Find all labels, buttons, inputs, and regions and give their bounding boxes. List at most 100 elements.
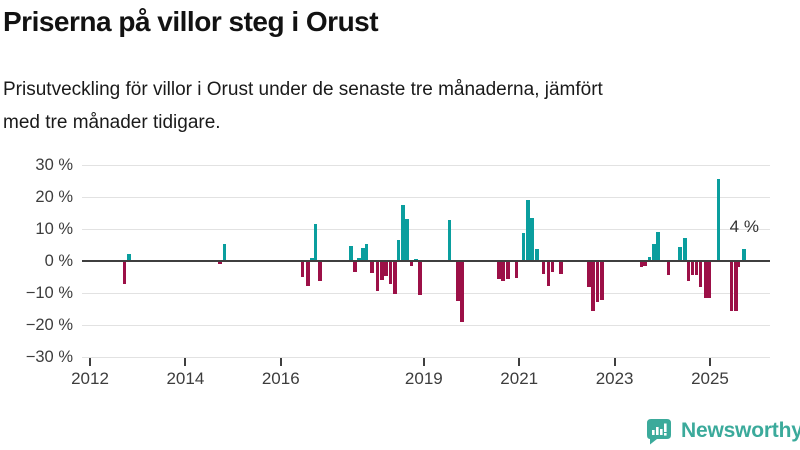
gridline	[82, 228, 770, 230]
y-axis-label: 30 %	[35, 156, 73, 174]
bar-positive	[405, 218, 409, 261]
bar-positive	[742, 248, 746, 261]
bar-negative	[666, 261, 671, 276]
bar-positive	[222, 244, 227, 261]
x-axis-tick	[89, 357, 91, 366]
bar-negative	[318, 261, 322, 282]
bar-positive	[127, 254, 131, 261]
bar-positive	[652, 244, 656, 261]
bar-negative	[550, 261, 555, 273]
bar-positive	[361, 247, 365, 261]
bar-negative	[501, 261, 505, 281]
bar-negative	[595, 261, 600, 302]
bar-positive	[647, 256, 652, 261]
bar-negative	[122, 261, 127, 284]
x-axis-tick	[613, 357, 616, 366]
bar-positive	[364, 244, 369, 261]
bar-negative	[698, 261, 703, 287]
x-axis-label: 2019	[404, 369, 443, 388]
bar-positive	[313, 223, 318, 261]
bar-positive	[349, 246, 353, 261]
bar-positive	[396, 239, 401, 261]
gridline	[82, 324, 770, 326]
x-axis-tick	[422, 357, 425, 366]
zero-baseline	[82, 259, 770, 263]
y-axis-label: 10 %	[35, 220, 73, 238]
gridline	[82, 196, 770, 198]
newsworthy-logo-icon	[647, 419, 671, 445]
page-title: Priserna på villor steg i Orust	[3, 6, 379, 37]
bar-negative	[546, 261, 551, 286]
x-axis-tick	[279, 357, 282, 366]
newsworthy-logo: Newsworthy	[645, 416, 800, 446]
bar-negative	[514, 261, 519, 278]
y-axis-label: −10 %	[25, 284, 73, 302]
bar-positive	[447, 219, 452, 261]
bar-negative	[541, 261, 546, 275]
bar-negative	[353, 261, 357, 273]
x-axis-label: 2014	[166, 369, 205, 388]
bar-negative	[591, 261, 595, 311]
y-axis-label: 20 %	[35, 188, 73, 206]
gridline	[82, 164, 770, 166]
bar-positive	[357, 257, 361, 261]
bar-negative	[409, 261, 414, 267]
bar-positive	[683, 238, 687, 261]
bar-negative	[375, 261, 380, 292]
newsworthy-logo-text: Newsworthy	[681, 419, 800, 442]
bar-negative	[734, 261, 738, 311]
bar-negative	[559, 261, 563, 275]
bar-negative	[497, 261, 501, 279]
bar-negative	[707, 261, 711, 298]
x-axis-label: 2012	[71, 369, 109, 388]
bar-negative	[736, 261, 741, 268]
gridline	[82, 356, 770, 358]
bar-negative	[300, 261, 304, 277]
bar-positive	[716, 179, 721, 261]
bar-negative	[306, 261, 310, 286]
bar-negative	[393, 261, 397, 294]
bar-positive	[526, 199, 530, 261]
x-axis-label: 2025	[691, 369, 729, 388]
bar-negative	[729, 261, 734, 311]
bar-negative	[643, 261, 647, 266]
x-axis-label: 2021	[500, 369, 539, 388]
bar-negative	[686, 261, 691, 281]
bar-negative	[384, 261, 388, 276]
y-axis-label: −20 %	[25, 316, 73, 334]
bar-negative	[694, 261, 699, 275]
x-axis-label: 2016	[261, 369, 300, 388]
x-axis-tick	[708, 357, 711, 366]
x-axis-tick	[184, 357, 187, 366]
chart-subtitle: Prisutveckling för villor i Orust under …	[3, 73, 793, 139]
bar-negative	[456, 261, 460, 301]
bar-negative	[460, 261, 464, 323]
subtitle-line-1: Prisutveckling för villor i Orust under …	[3, 79, 603, 100]
bar-positive	[535, 248, 539, 261]
bar-positive	[521, 232, 526, 261]
bar-negative	[703, 261, 707, 298]
subtitle-line-2: med tre månader tidigare.	[3, 112, 221, 133]
bar-negative	[218, 261, 222, 265]
bar-positive	[656, 231, 660, 261]
bar-negative	[380, 261, 384, 280]
y-axis-label: −30 %	[25, 348, 73, 366]
y-axis-label: 0 %	[44, 252, 73, 270]
x-axis-tick	[518, 357, 521, 366]
bar-positive	[678, 246, 682, 261]
bar-negative	[418, 261, 422, 295]
bar-positive	[310, 257, 314, 261]
bar-negative	[639, 261, 644, 268]
annotation: 4 %	[729, 217, 759, 237]
gridline	[82, 292, 770, 294]
bar-negative	[388, 261, 393, 284]
bar-negative	[506, 261, 510, 279]
bar-positive	[401, 205, 405, 261]
bar-negative	[587, 261, 591, 288]
bar-negative	[600, 261, 604, 300]
bar-negative	[690, 261, 695, 275]
bar-negative	[370, 261, 374, 273]
x-axis-label: 2023	[595, 369, 634, 388]
bar-positive	[530, 218, 534, 261]
